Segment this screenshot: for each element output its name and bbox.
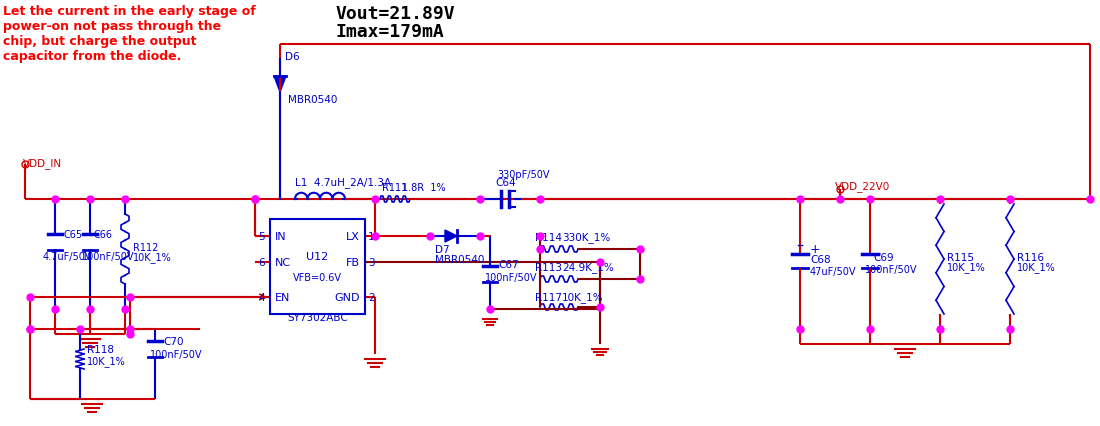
Bar	[270, 219, 365, 314]
Text: D7: D7	[434, 245, 450, 254]
Text: Imax=179mA: Imax=179mA	[336, 23, 443, 41]
Text: MBR0540: MBR0540	[434, 254, 484, 265]
Text: 1: 1	[368, 231, 375, 242]
Text: 100nF/50V: 100nF/50V	[82, 251, 134, 262]
Polygon shape	[274, 77, 286, 93]
Text: VFB=0.6V: VFB=0.6V	[293, 272, 342, 282]
Text: 100nF/50V: 100nF/50V	[865, 265, 917, 274]
Text: U12: U12	[307, 252, 329, 262]
Text: R118: R118	[87, 344, 114, 354]
Text: 1.8R  1%: 1.8R 1%	[402, 183, 446, 193]
Text: D6: D6	[285, 52, 299, 62]
Text: 5: 5	[258, 231, 265, 242]
Text: C69: C69	[873, 253, 893, 262]
Text: 100nF/50V: 100nF/50V	[485, 272, 538, 282]
Text: R117: R117	[535, 292, 562, 302]
Text: C67: C67	[498, 259, 518, 269]
Text: R115: R115	[947, 253, 974, 262]
Text: capacitor from the diode.: capacitor from the diode.	[3, 50, 182, 63]
Text: 10K_1%: 10K_1%	[87, 356, 125, 367]
Text: 330pF/50V: 330pF/50V	[497, 170, 550, 180]
Text: C65: C65	[63, 230, 82, 239]
Text: 47uF/50V: 47uF/50V	[810, 266, 857, 276]
Text: power-on not pass through the: power-on not pass through the	[3, 20, 221, 33]
Text: R114: R114	[535, 233, 562, 242]
Text: R116: R116	[1018, 253, 1044, 262]
Text: chip, but charge the output: chip, but charge the output	[3, 35, 197, 48]
Text: +: +	[810, 243, 821, 256]
Text: C64: C64	[495, 178, 516, 187]
Polygon shape	[446, 230, 456, 242]
Text: 10K_1%: 10K_1%	[1018, 262, 1056, 273]
Text: R113: R113	[535, 262, 562, 272]
Text: SY7302ABC: SY7302ABC	[287, 312, 348, 322]
Text: C70: C70	[163, 336, 184, 346]
Text: 4: 4	[258, 292, 265, 302]
Text: VDD_22V0: VDD_22V0	[835, 181, 890, 191]
Text: LX: LX	[346, 231, 360, 242]
Text: Vout=21.89V: Vout=21.89V	[336, 5, 454, 23]
Text: NC: NC	[275, 257, 292, 268]
Text: 330K_1%: 330K_1%	[562, 232, 611, 243]
Text: C68: C68	[810, 254, 830, 265]
Text: 10K_1%: 10K_1%	[947, 262, 986, 273]
Text: GND: GND	[334, 292, 360, 302]
Text: EN: EN	[275, 292, 290, 302]
Text: C66: C66	[94, 230, 112, 239]
Text: R111: R111	[382, 183, 407, 193]
Text: Let the current in the early stage of: Let the current in the early stage of	[3, 5, 256, 18]
Text: MBR0540: MBR0540	[288, 95, 338, 105]
Text: IN: IN	[275, 231, 287, 242]
Text: 3: 3	[368, 257, 375, 268]
Text: 10K_1%: 10K_1%	[133, 252, 172, 263]
Text: 24.9K_1%: 24.9K_1%	[562, 262, 614, 273]
Text: L1  4.7uH_2A/1.3A: L1 4.7uH_2A/1.3A	[295, 177, 392, 188]
Text: R112: R112	[133, 242, 158, 253]
Text: 4.7uF/50V: 4.7uF/50V	[43, 251, 92, 262]
Text: FB: FB	[346, 257, 360, 268]
Text: 10K_1%: 10K_1%	[562, 292, 604, 303]
Text: 100nF/50V: 100nF/50V	[150, 349, 202, 359]
Text: VDD_IN: VDD_IN	[23, 158, 62, 169]
Text: 6: 6	[258, 257, 265, 268]
Text: 2: 2	[368, 292, 375, 302]
